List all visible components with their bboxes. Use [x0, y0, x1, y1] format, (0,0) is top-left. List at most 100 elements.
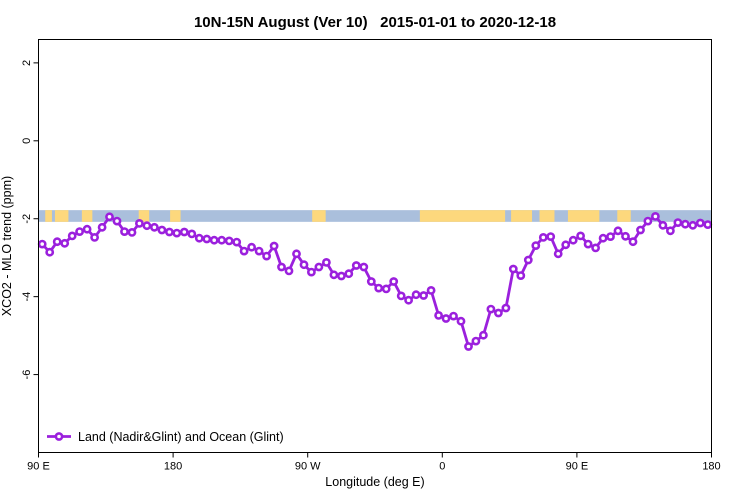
data-point-marker — [613, 226, 623, 236]
data-point-marker — [366, 277, 376, 286]
x-tick-label: 90 E — [566, 461, 589, 473]
data-point-marker — [292, 249, 301, 259]
data-point-marker — [90, 232, 99, 242]
data-point-marker — [673, 218, 683, 227]
data-point-marker — [374, 283, 384, 293]
data-point-marker — [493, 308, 503, 318]
data-point-marker — [628, 237, 638, 247]
data-point-marker — [598, 233, 608, 243]
data-point-marker — [456, 316, 466, 326]
data-point-marker — [531, 241, 541, 250]
x-tick-label: 0 — [439, 461, 445, 473]
y-tick-label: 2 — [21, 60, 33, 66]
data-point-marker — [67, 231, 77, 241]
data-point-marker — [82, 224, 92, 234]
x-tick-label: 180 — [164, 461, 182, 473]
data-point-marker — [164, 227, 174, 237]
data-point-marker — [381, 284, 391, 294]
data-point-marker — [75, 227, 84, 236]
reference-band-land-segment — [312, 210, 326, 222]
data-point-marker — [591, 243, 600, 253]
x-tick-label: 90 W — [295, 461, 321, 473]
data-point-marker — [651, 211, 660, 221]
data-point-marker — [486, 304, 496, 314]
data-point-marker — [120, 227, 129, 236]
data-point-marker — [284, 266, 294, 276]
data-point-marker — [389, 277, 399, 286]
data-point-marker — [426, 285, 436, 295]
data-point-marker — [471, 336, 481, 346]
data-point-marker — [112, 216, 122, 226]
data-point-marker — [194, 233, 204, 243]
data-point-marker — [546, 232, 556, 241]
data-point-marker — [508, 264, 518, 274]
data-point-marker — [187, 229, 197, 239]
data-point-marker — [314, 262, 324, 272]
reference-band-land-segment — [138, 210, 150, 222]
data-point-marker — [666, 226, 675, 236]
data-point-marker — [688, 220, 698, 230]
data-point-marker — [336, 271, 346, 281]
data-point-marker — [501, 303, 511, 313]
data-point-marker — [434, 310, 443, 320]
y-tick-label: 0 — [21, 138, 33, 144]
data-point-marker — [149, 222, 159, 232]
data-point-marker — [60, 238, 70, 248]
data-point-marker — [404, 295, 413, 305]
data-point-marker — [703, 220, 713, 229]
data-point-marker — [576, 231, 585, 241]
data-point-marker — [643, 216, 653, 226]
reference-band-land-segment — [511, 210, 533, 222]
data-point-marker — [217, 235, 227, 245]
data-point-marker — [321, 257, 331, 267]
data-point-marker — [97, 222, 107, 232]
data-point-marker — [344, 269, 354, 279]
reference-band-land-segment — [170, 210, 181, 222]
data-point-marker — [277, 262, 286, 272]
data-point-marker — [636, 225, 645, 235]
reference-band-land-segment — [617, 210, 631, 222]
data-point-marker — [419, 291, 428, 300]
data-point-marker — [179, 227, 189, 237]
legend: Land (Nadir&Glint) and Ocean (Glint) — [47, 430, 284, 444]
data-point-marker — [299, 260, 309, 270]
data-point-marker — [680, 219, 690, 229]
data-point-marker — [52, 237, 62, 247]
plot-border — [38, 39, 712, 453]
data-point-marker — [134, 218, 144, 228]
reference-band-land-segment — [54, 210, 69, 222]
data-point-marker — [262, 251, 271, 261]
data-point-marker — [105, 212, 114, 222]
data-point-marker — [568, 235, 578, 245]
data-point-marker — [247, 242, 256, 252]
data-point-marker — [224, 236, 234, 246]
data-point-marker — [127, 227, 137, 237]
data-point-marker — [202, 234, 212, 244]
y-tick-label: -4 — [21, 292, 33, 302]
data-point-marker — [232, 237, 242, 247]
legend-label: Land (Nadir&Glint) and Ocean (Glint) — [78, 430, 284, 444]
data-point-marker — [396, 291, 406, 301]
y-axis-label: XCO2 - MLO trend (ppm) — [0, 176, 14, 316]
data-point-marker — [411, 290, 421, 300]
x-tick-label: 90 E — [27, 461, 50, 473]
x-tick-label: 180 — [702, 461, 720, 473]
reference-band-land-segment — [45, 210, 52, 222]
data-point-marker — [37, 239, 47, 249]
data-point-marker — [478, 330, 488, 340]
data-point-marker — [583, 239, 593, 249]
data-point-marker — [553, 249, 563, 259]
data-point-marker — [441, 314, 451, 323]
data-point-marker — [142, 221, 152, 231]
data-point-marker — [306, 267, 316, 277]
data-point-marker — [157, 225, 167, 235]
data-point-marker — [695, 218, 705, 228]
reference-band-land-segment — [539, 210, 555, 222]
data-point-marker — [351, 261, 361, 270]
reference-band-land-segment — [419, 210, 506, 222]
x-axis-label: Longitude (deg E) — [325, 475, 424, 489]
chart-title: 10N-15N August (Ver 10) 2015-01-01 to 20… — [194, 14, 556, 31]
reference-band-land-segment — [567, 210, 600, 222]
